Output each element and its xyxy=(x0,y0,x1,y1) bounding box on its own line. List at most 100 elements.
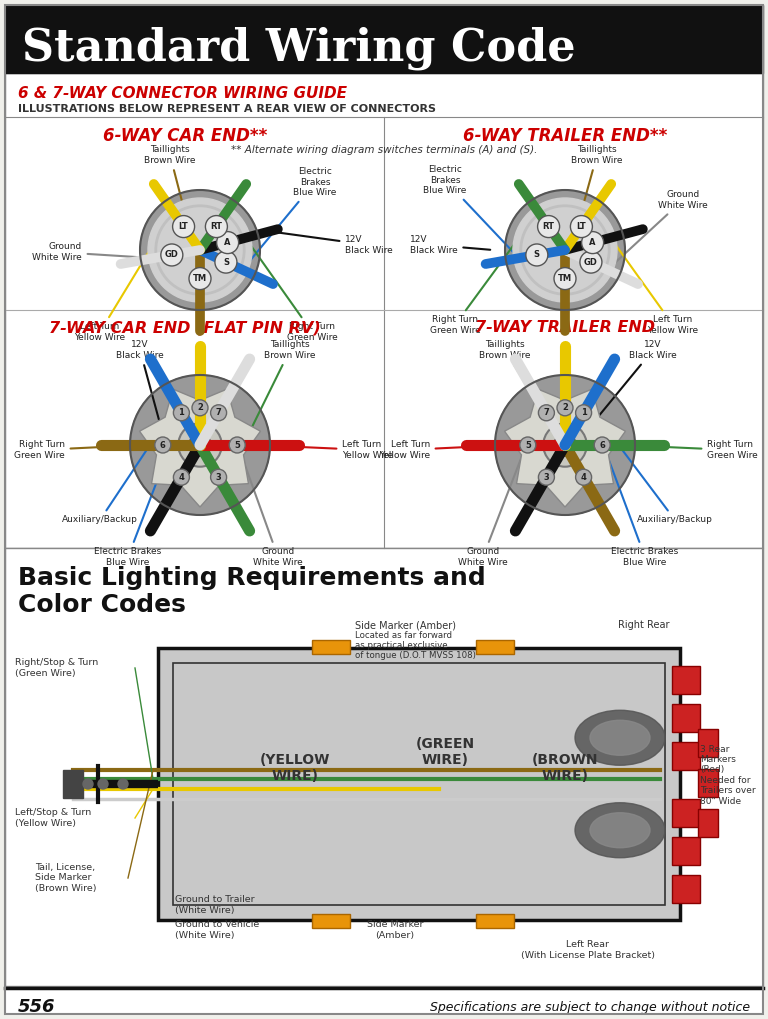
Text: TM: TM xyxy=(193,274,207,283)
Text: GD: GD xyxy=(584,258,598,267)
Text: Side Marker (Amber): Side Marker (Amber) xyxy=(355,620,456,630)
Text: 12V
Black Wire: 12V Black Wire xyxy=(544,340,677,483)
Circle shape xyxy=(148,198,252,302)
Text: as practical exclusive: as practical exclusive xyxy=(355,642,448,650)
Circle shape xyxy=(505,190,625,310)
Circle shape xyxy=(526,244,548,266)
Text: Auxiliary/Backup: Auxiliary/Backup xyxy=(590,407,713,525)
Text: Right Turn
Green Wire: Right Turn Green Wire xyxy=(228,214,337,341)
Text: Ground
White Wire: Ground White Wire xyxy=(32,243,151,262)
Circle shape xyxy=(192,399,208,416)
Text: 4: 4 xyxy=(581,473,587,482)
Bar xyxy=(672,799,700,827)
Text: 6: 6 xyxy=(599,440,605,449)
Text: 6-WAY TRAILER END**: 6-WAY TRAILER END** xyxy=(463,127,667,145)
Text: Electric Brakes
Blue Wire: Electric Brakes Blue Wire xyxy=(94,403,187,567)
Text: Standard Wiring Code: Standard Wiring Code xyxy=(22,26,576,69)
Text: 2: 2 xyxy=(197,404,203,413)
Circle shape xyxy=(229,437,245,453)
Circle shape xyxy=(554,268,576,289)
Text: Basic Lighting Requirements and: Basic Lighting Requirements and xyxy=(18,566,485,590)
Ellipse shape xyxy=(575,710,665,765)
Circle shape xyxy=(575,469,591,485)
Text: Right/Stop & Turn
(Green Wire): Right/Stop & Turn (Green Wire) xyxy=(15,658,98,678)
Text: Located as far forward: Located as far forward xyxy=(355,632,452,641)
Ellipse shape xyxy=(590,813,650,848)
Text: Taillights
Brown Wire: Taillights Brown Wire xyxy=(479,340,587,483)
Text: Ground
White Wire: Ground White Wire xyxy=(458,408,541,567)
Circle shape xyxy=(581,231,604,254)
Text: 12V
Black Wire: 12V Black Wire xyxy=(410,235,490,255)
Text: Taillights
Brown Wire: Taillights Brown Wire xyxy=(224,340,316,483)
Text: 1: 1 xyxy=(581,409,587,418)
Bar xyxy=(672,742,700,770)
Text: LT: LT xyxy=(179,222,188,231)
Text: Electric Brakes
Blue Wire: Electric Brakes Blue Wire xyxy=(589,408,679,567)
Text: 556: 556 xyxy=(18,998,55,1016)
Text: Electric
Brakes
Blue Wire: Electric Brakes Blue Wire xyxy=(244,167,336,268)
Text: 5: 5 xyxy=(525,440,531,449)
Polygon shape xyxy=(140,389,260,507)
Text: Left Turn
Yellow Wire: Left Turn Yellow Wire xyxy=(379,440,506,460)
Bar xyxy=(672,875,700,903)
Polygon shape xyxy=(505,389,625,507)
Circle shape xyxy=(538,405,554,421)
Circle shape xyxy=(173,216,194,237)
Text: TM: TM xyxy=(558,274,572,283)
Text: A: A xyxy=(589,238,596,247)
Text: RT: RT xyxy=(543,222,554,231)
Circle shape xyxy=(580,251,602,273)
Circle shape xyxy=(98,779,108,789)
Bar xyxy=(672,704,700,732)
Circle shape xyxy=(495,375,635,515)
Text: 6: 6 xyxy=(160,440,166,449)
Text: Ground
White Wire: Ground White Wire xyxy=(224,408,303,567)
Circle shape xyxy=(174,469,190,485)
Circle shape xyxy=(571,216,592,237)
Bar xyxy=(5,548,763,986)
Circle shape xyxy=(210,469,227,485)
Bar xyxy=(698,729,718,757)
Text: Taillights
Brown Wire: Taillights Brown Wire xyxy=(566,146,623,268)
Text: 3 Rear
Markers
(Red)
Needed for
Trailers over
80" Wide: 3 Rear Markers (Red) Needed for Trailers… xyxy=(700,745,756,805)
Text: 12V
Black Wire: 12V Black Wire xyxy=(273,231,392,255)
Circle shape xyxy=(215,251,237,273)
Text: Tail, License,
Side Marker
(Brown Wire): Tail, License, Side Marker (Brown Wire) xyxy=(35,863,97,893)
Circle shape xyxy=(538,216,560,237)
Text: 6-WAY CAR END**: 6-WAY CAR END** xyxy=(103,127,267,145)
Circle shape xyxy=(118,779,128,789)
Text: 5: 5 xyxy=(234,440,240,449)
Circle shape xyxy=(520,437,536,453)
Text: 3: 3 xyxy=(216,473,221,482)
Text: 1: 1 xyxy=(178,409,184,418)
Bar xyxy=(63,770,83,798)
Text: GD: GD xyxy=(165,251,179,260)
Circle shape xyxy=(210,405,227,421)
Bar xyxy=(312,914,350,928)
Circle shape xyxy=(205,216,227,237)
Text: Auxiliary/Backup: Auxiliary/Backup xyxy=(62,407,175,525)
Circle shape xyxy=(83,779,93,789)
Text: 3: 3 xyxy=(544,473,549,482)
Text: Right Turn
Green Wire: Right Turn Green Wire xyxy=(15,440,141,460)
Circle shape xyxy=(538,469,554,485)
Bar xyxy=(672,666,700,694)
Circle shape xyxy=(543,423,587,467)
Bar xyxy=(5,73,763,548)
Text: 2: 2 xyxy=(562,404,568,413)
Circle shape xyxy=(575,405,591,421)
Text: 7: 7 xyxy=(544,409,549,418)
Text: 6 & 7-WAY CONNECTOR WIRING GUIDE: 6 & 7-WAY CONNECTOR WIRING GUIDE xyxy=(18,86,347,101)
Text: Left Turn
Yellow Wire: Left Turn Yellow Wire xyxy=(594,214,699,334)
Text: S: S xyxy=(223,258,229,267)
Circle shape xyxy=(130,375,270,515)
Text: 7-WAY TRAILER END: 7-WAY TRAILER END xyxy=(475,321,655,335)
Circle shape xyxy=(189,434,211,457)
Circle shape xyxy=(178,423,222,467)
Ellipse shape xyxy=(590,720,650,755)
Text: Specifications are subject to change without notice: Specifications are subject to change wit… xyxy=(430,1001,750,1014)
Circle shape xyxy=(594,437,611,453)
Circle shape xyxy=(174,405,190,421)
Bar xyxy=(5,5,763,73)
Circle shape xyxy=(140,190,260,310)
